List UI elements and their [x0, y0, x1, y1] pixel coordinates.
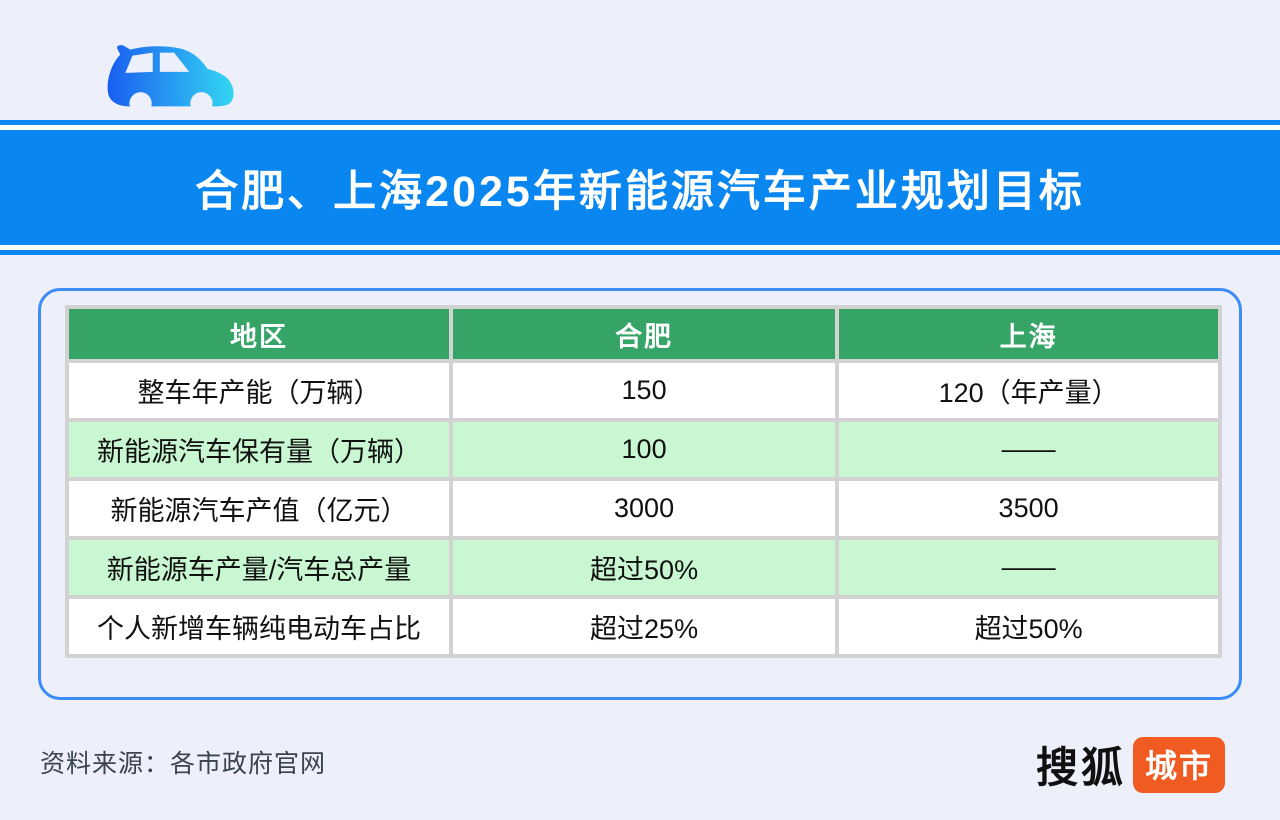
cell-hefei: 100	[448, 418, 840, 481]
banner-bottom-line	[0, 250, 1280, 255]
column-header-shanghai: 上海	[835, 305, 1222, 363]
sohu-logo-text: 搜狐	[1035, 744, 1126, 791]
cell-hefei: 超过25%	[448, 595, 840, 658]
cell-hefei: 超过50%	[448, 536, 840, 599]
table-header-row: 地区 合肥 上海	[65, 305, 1222, 363]
banner-top-line	[0, 120, 1280, 125]
car-icon	[100, 38, 242, 120]
table-row: 个人新增车辆纯电动车占比 超过25% 超过50%	[65, 595, 1222, 658]
banner-top-gap	[0, 125, 1280, 130]
table-card: 地区 合肥 上海 整车年产能（万辆） 150 120（年产量） 新能源汽车保有量…	[38, 288, 1242, 700]
data-table: 地区 合肥 上海 整车年产能（万辆） 150 120（年产量） 新能源汽车保有量…	[65, 305, 1222, 658]
cell-shanghai: ——	[835, 418, 1222, 481]
table-row: 整车年产能（万辆） 150 120（年产量）	[65, 359, 1222, 422]
column-header-hefei: 合肥	[448, 305, 840, 363]
table-row: 新能源汽车产值（亿元） 3000 3500	[65, 477, 1222, 540]
page-title: 合肥、上海2025年新能源汽车产业规划目标	[195, 167, 1085, 216]
banner-bottom-gap	[0, 245, 1280, 250]
cell-shanghai: ——	[835, 536, 1222, 599]
cell-hefei: 3000	[448, 477, 840, 540]
row-label: 新能源车产量/汽车总产量	[65, 536, 453, 599]
car-icon-svg	[107, 45, 234, 115]
cell-shanghai: 超过50%	[835, 595, 1222, 658]
table-row: 新能源车产量/汽车总产量 超过50% ——	[65, 536, 1222, 599]
sohu-city-badge: 城市	[1132, 736, 1225, 793]
column-header-region: 地区	[65, 305, 453, 363]
row-label: 整车年产能（万辆）	[65, 359, 453, 422]
sohu-logo: 搜狐 城市	[1036, 734, 1225, 795]
row-label: 新能源汽车产值（亿元）	[65, 477, 453, 540]
source-note: 资料来源：各市政府官网	[40, 750, 327, 778]
table-row: 新能源汽车保有量（万辆） 100 ——	[65, 418, 1222, 481]
cell-hefei: 150	[448, 359, 840, 422]
cell-shanghai: 120（年产量）	[835, 359, 1222, 422]
title-banner: 合肥、上海2025年新能源汽车产业规划目标	[0, 120, 1280, 255]
row-label: 新能源汽车保有量（万辆）	[65, 418, 453, 481]
banner-main: 合肥、上海2025年新能源汽车产业规划目标	[0, 130, 1280, 245]
cell-shanghai: 3500	[835, 477, 1222, 540]
row-label: 个人新增车辆纯电动车占比	[65, 595, 453, 658]
